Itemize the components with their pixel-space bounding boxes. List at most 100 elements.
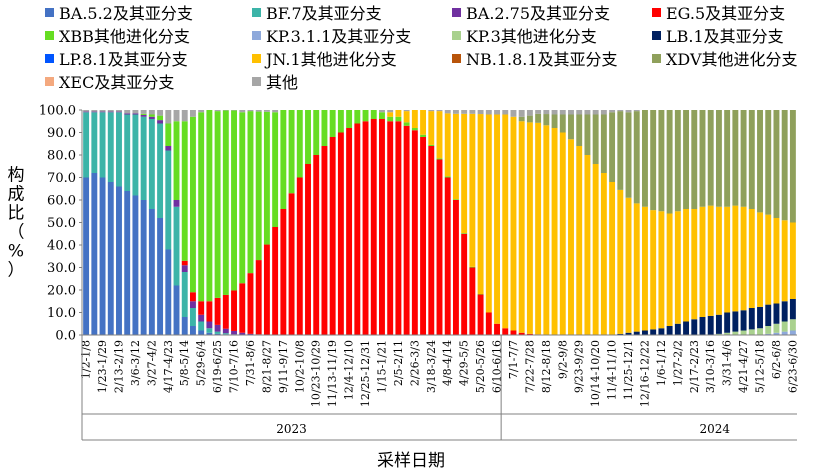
bar-segment xyxy=(206,301,213,322)
bar-segment xyxy=(494,110,500,115)
bar-segment xyxy=(674,110,681,212)
legend-item: NB.1.8.1及其亚分支 xyxy=(452,47,618,69)
legend-swatch xyxy=(252,7,261,17)
bar-segment xyxy=(551,110,558,115)
bar-segment xyxy=(198,314,205,322)
x-tick-label: 2/5-2/11 xyxy=(392,340,405,386)
bar-segment xyxy=(625,332,632,335)
bar-segment xyxy=(502,114,509,329)
legend-swatch xyxy=(45,76,54,86)
bar-column xyxy=(157,110,164,335)
bar-segment xyxy=(650,110,657,211)
bar-segment xyxy=(724,332,731,335)
bar-column xyxy=(91,110,98,335)
x-tick-label: 12/16-12/22 xyxy=(638,340,651,407)
bar-segment xyxy=(403,125,410,335)
bar-segment xyxy=(231,110,237,291)
legend-swatch xyxy=(252,30,261,40)
bar-segment xyxy=(395,110,402,117)
bar-segment xyxy=(124,114,131,191)
bar-segment xyxy=(674,323,681,335)
bar-segment xyxy=(765,214,772,305)
x-tick-label: 10/23-10/29 xyxy=(310,340,323,407)
bar-segment xyxy=(625,110,632,113)
x-tick-label: 5/12-5/18 xyxy=(754,340,767,393)
legend-label: XBB其他进化分支 xyxy=(59,27,190,46)
bar-segment xyxy=(337,110,344,133)
bar-segment xyxy=(403,111,410,123)
bar-segment xyxy=(773,303,780,324)
legend: BA.5.2及其亚分支 BF.7及其亚分支 BA.2.75及其亚分支 EG.5及其亚分… xyxy=(0,0,822,100)
bar-segment xyxy=(116,111,122,113)
bar-segment xyxy=(206,332,213,335)
x-axis-title: 采样日期 xyxy=(377,451,445,471)
legend-item: XEC及其亚分支 xyxy=(45,70,174,92)
x-tick-label: 8/21-8/27 xyxy=(260,340,273,393)
legend-item: LB.1及其亚分支 xyxy=(652,24,784,46)
bar-segment xyxy=(691,209,698,320)
legend-item: LP.8.1及其亚分支 xyxy=(45,47,188,69)
year-label: 2024 xyxy=(700,422,731,436)
bar-segment xyxy=(757,306,763,329)
bar-segment xyxy=(403,110,410,112)
bar-column xyxy=(337,110,344,335)
bar-segment xyxy=(379,112,385,119)
bar-column xyxy=(354,110,361,335)
bar-column xyxy=(584,110,591,335)
bar-segment xyxy=(272,110,279,113)
bar-segment xyxy=(263,111,270,245)
x-tick-label: 6/23-6/30 xyxy=(786,340,799,393)
bar-segment xyxy=(732,331,739,335)
bar-segment xyxy=(362,121,369,335)
bar-segment xyxy=(436,110,443,112)
y-axis-title: 构成比（%） xyxy=(8,166,25,281)
bar-segment xyxy=(444,113,451,177)
bar-segment xyxy=(222,328,229,334)
bar-segment xyxy=(140,110,147,114)
legend-item: BA.5.2及其亚分支 xyxy=(45,1,193,23)
bar-segment xyxy=(551,114,558,128)
y-tick-label: 60.0 xyxy=(47,194,76,209)
bar-segment xyxy=(715,314,722,334)
bar-segment xyxy=(83,110,90,112)
bar-segment xyxy=(189,116,196,293)
bar-segment xyxy=(715,206,722,315)
bar-segment xyxy=(502,110,509,115)
bar-segment xyxy=(683,209,690,322)
x-tick-label: 9/23-9/29 xyxy=(573,340,586,393)
x-tick-label: 6/10-6/16 xyxy=(491,340,504,393)
bar-column xyxy=(116,110,122,335)
bar-segment xyxy=(124,191,131,335)
bar-segment xyxy=(107,182,114,335)
bar-segment xyxy=(748,308,755,330)
bar-segment xyxy=(83,112,90,178)
bar-column xyxy=(715,110,722,335)
bar-column xyxy=(444,110,451,335)
bar-segment xyxy=(477,114,484,295)
bar-segment xyxy=(461,233,468,335)
bar-segment xyxy=(600,110,607,115)
bar-segment xyxy=(91,111,98,113)
bar-segment xyxy=(313,155,320,335)
bar-segment xyxy=(99,112,106,178)
bar-segment xyxy=(765,304,772,326)
bar-segment xyxy=(91,112,98,173)
bar-segment xyxy=(411,110,418,128)
bar-column xyxy=(461,110,468,335)
x-tick-label: 7/1-7/7 xyxy=(507,340,520,379)
bar-segment xyxy=(526,122,533,334)
legend-label: LB.1及其亚分支 xyxy=(666,27,784,46)
y-tick-label: 10.0 xyxy=(47,306,76,321)
bar-segment xyxy=(116,186,122,335)
bar-segment xyxy=(321,146,328,335)
bar-segment xyxy=(740,310,747,331)
legend-item: XDV其他进化分支 xyxy=(652,47,798,69)
bar-segment xyxy=(773,110,780,218)
bar-segment xyxy=(107,110,114,112)
bar-column xyxy=(568,110,574,335)
bar-column xyxy=(165,110,172,335)
bar-column xyxy=(411,110,418,335)
bar-segment xyxy=(444,177,451,335)
bar-segment xyxy=(206,110,213,302)
x-tick-label: 3/10-3/16 xyxy=(704,340,717,393)
